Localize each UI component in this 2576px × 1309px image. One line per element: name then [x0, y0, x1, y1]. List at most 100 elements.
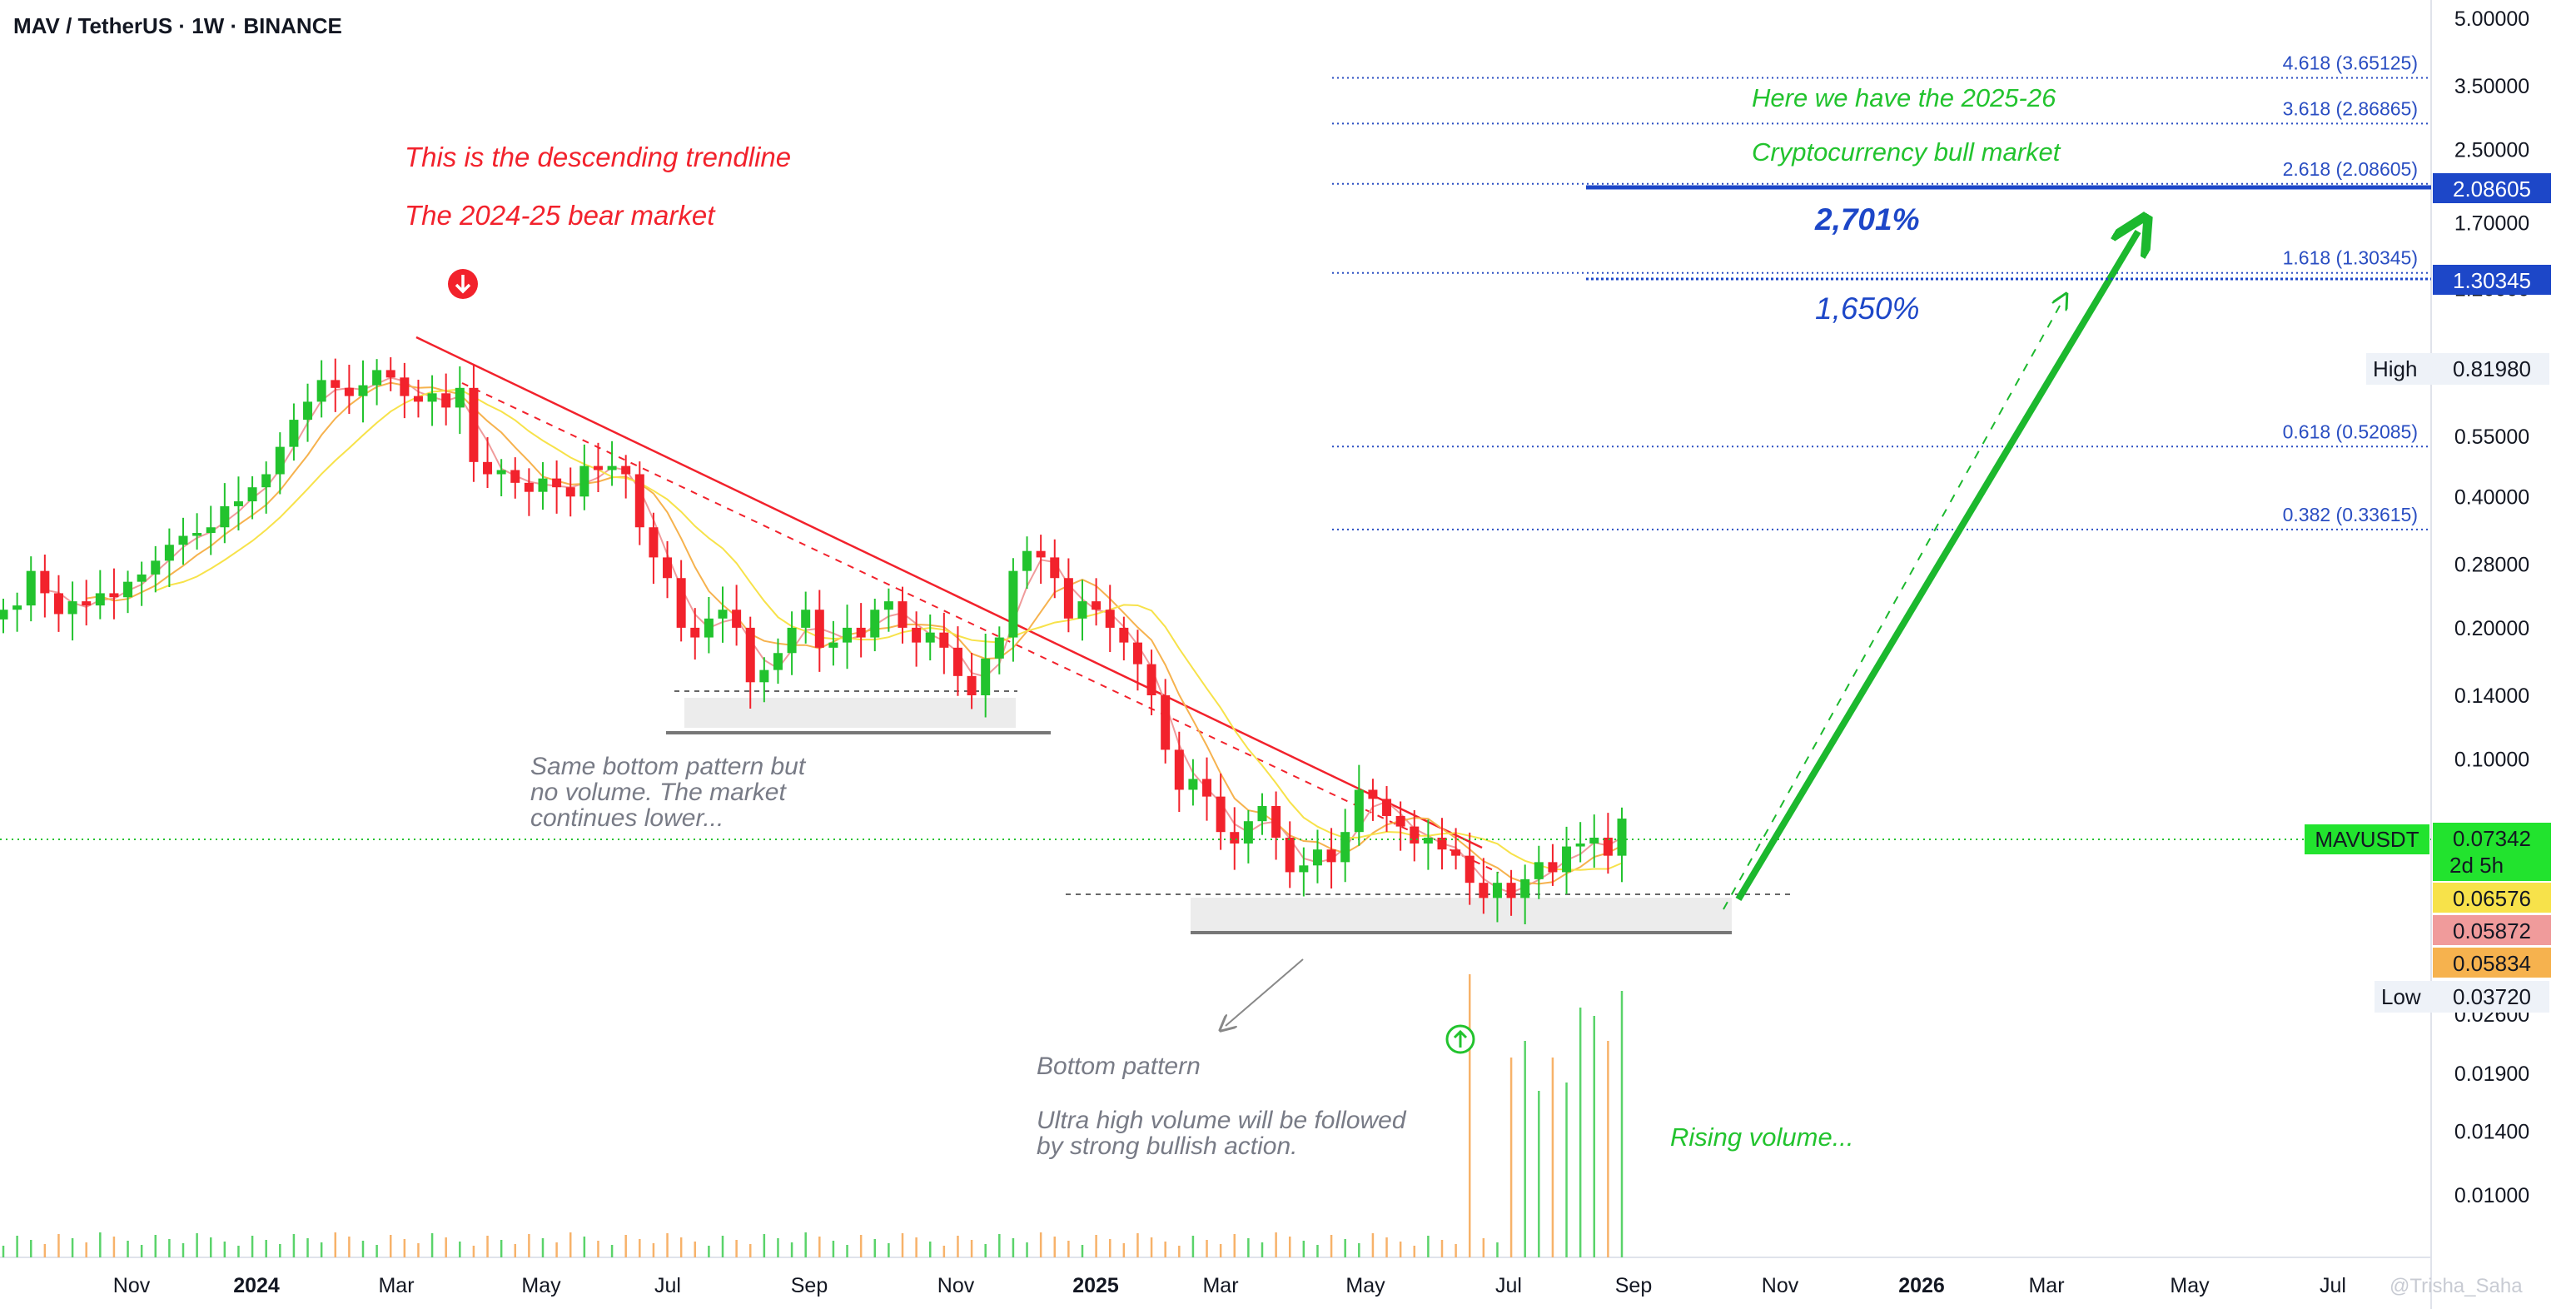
candle-body: [787, 627, 797, 654]
candle-body: [1368, 789, 1378, 799]
price-tick-label: 0.10000: [2454, 748, 2529, 771]
target-badge-1: 1.30345: [2433, 265, 2551, 295]
descending-trendline: [415, 336, 1483, 849]
svg-text:MAVUSDT: MAVUSDT: [2315, 827, 2419, 852]
candle-body: [1174, 749, 1184, 790]
annotation-bear-market: The 2024-25 bear market: [405, 200, 716, 231]
candle-body: [427, 393, 437, 402]
candle-body: [372, 370, 382, 386]
time-tick-label: Jul: [654, 1274, 681, 1297]
candle-body: [1534, 862, 1544, 879]
time-axis[interactable]: Nov 2024 Mar May Jul Sep Nov 2025 Mar May Jul Sep No…: [113, 1274, 2346, 1297]
candle-body: [801, 610, 811, 628]
svg-text:0.05872: 0.05872: [2453, 918, 2531, 943]
candle-body: [0, 610, 8, 620]
candlesticks: [0, 357, 1627, 925]
candle-body: [413, 396, 423, 402]
annotation-ultra-volume-1: Ultra high volume will be followed: [1037, 1107, 1407, 1134]
annotation-same-bottom-2: no volume. The market: [530, 779, 787, 806]
price-tick-label: 0.55000: [2454, 426, 2529, 449]
candle-body: [1589, 837, 1599, 844]
time-tick-label: May: [521, 1274, 561, 1297]
candle-body: [261, 474, 271, 488]
price-tick-label: 0.01900: [2454, 1063, 2529, 1086]
candle-body: [690, 627, 700, 638]
fib-label: 0.618 (0.52085): [2283, 421, 2418, 442]
annotation-bottom-pattern: Bottom pattern: [1037, 1053, 1201, 1080]
candle-body: [358, 385, 368, 396]
svg-text:2d 5h: 2d 5h: [2449, 853, 2504, 878]
candle-body: [1202, 779, 1212, 797]
candle-body: [1285, 837, 1295, 873]
svg-text:High: High: [2373, 356, 2417, 381]
candle-body: [1119, 627, 1129, 643]
candle-body: [828, 642, 838, 648]
moving-average-line: [86, 381, 1623, 885]
time-tick-label: 2026: [1898, 1274, 1945, 1297]
candle-body: [40, 570, 50, 594]
candle-body: [593, 465, 603, 470]
chart-title: MAV / TetherUS · 1W · BINANCE: [13, 13, 342, 38]
candle-body: [1243, 821, 1253, 844]
projection-arrow-dashed: [1723, 300, 2063, 910]
candle-body: [552, 478, 562, 488]
candle-body: [192, 533, 202, 536]
candle-body: [538, 478, 548, 492]
candle-body: [912, 627, 922, 643]
candle-body: [925, 632, 935, 643]
svg-text:2.08605: 2.08605: [2453, 177, 2531, 202]
candle-body: [109, 593, 119, 598]
time-tick-label: Sep: [1615, 1274, 1652, 1297]
fib-label: 1.618 (1.30345): [2283, 247, 2418, 269]
candle-body: [524, 482, 534, 492]
fib-label: 0.382 (0.33615): [2283, 504, 2418, 525]
candle-body: [1382, 799, 1392, 816]
annotation-percent-1650: 1,650%: [1815, 291, 1920, 326]
moving-average-line: [155, 388, 1623, 871]
candle-body: [441, 393, 451, 408]
support-zone-2024: [684, 698, 1016, 728]
annotation-same-bottom-1: Same bottom pattern but: [530, 753, 807, 780]
candle-body: [164, 545, 174, 561]
candle-body: [1492, 883, 1502, 898]
candle-body: [1050, 557, 1060, 579]
candle-body: [621, 465, 631, 475]
candle-body: [843, 627, 853, 643]
price-tick-label: 1.70000: [2454, 212, 2529, 235]
candle-body: [1479, 883, 1489, 898]
candle-body: [483, 461, 493, 475]
candle-body: [1092, 601, 1102, 610]
candle-body: [469, 387, 479, 462]
candle-body: [385, 370, 395, 378]
annotation-bull-market-2: Cryptocurrency bull market: [1752, 137, 2061, 167]
candle-body: [745, 627, 755, 683]
candle-body: [12, 605, 22, 610]
candle-body: [1506, 883, 1516, 898]
watermark: @Trisha_Saha: [2390, 1275, 2523, 1297]
time-tick-label: Nov: [1762, 1274, 1799, 1297]
candle-body: [1077, 601, 1087, 619]
high-badge: High 0.81980: [2366, 353, 2549, 385]
candle-body: [634, 474, 644, 528]
candle-body: [1132, 642, 1142, 664]
time-tick-label: Nov: [113, 1274, 151, 1297]
candle-body: [814, 610, 824, 648]
candle-body: [303, 401, 313, 421]
price-axis[interactable]: 5.000003.500002.500001.700001.200000.550…: [2454, 7, 2529, 1207]
bottom-pattern-pointer: [1226, 958, 1304, 1026]
candle-body: [981, 658, 991, 695]
fibonacci-levels: 4.618 (3.65125) 3.618 (2.86865) 2.618 (2.0…: [1332, 52, 2431, 530]
svg-text:1.30345: 1.30345: [2453, 268, 2531, 293]
candle-body: [732, 610, 742, 628]
candle-body: [994, 637, 1004, 659]
fib-label: 2.618 (2.08605): [2283, 158, 2418, 180]
candle-body: [275, 446, 285, 475]
candle-body: [178, 535, 188, 545]
symbol-badge: MAVUSDT: [2305, 824, 2429, 854]
candle-body: [82, 601, 92, 606]
candle-body: [1520, 878, 1530, 898]
price-tick-label: 0.01400: [2454, 1121, 2529, 1144]
price-tick-label: 0.28000: [2454, 553, 2529, 576]
candle-body: [331, 380, 341, 388]
